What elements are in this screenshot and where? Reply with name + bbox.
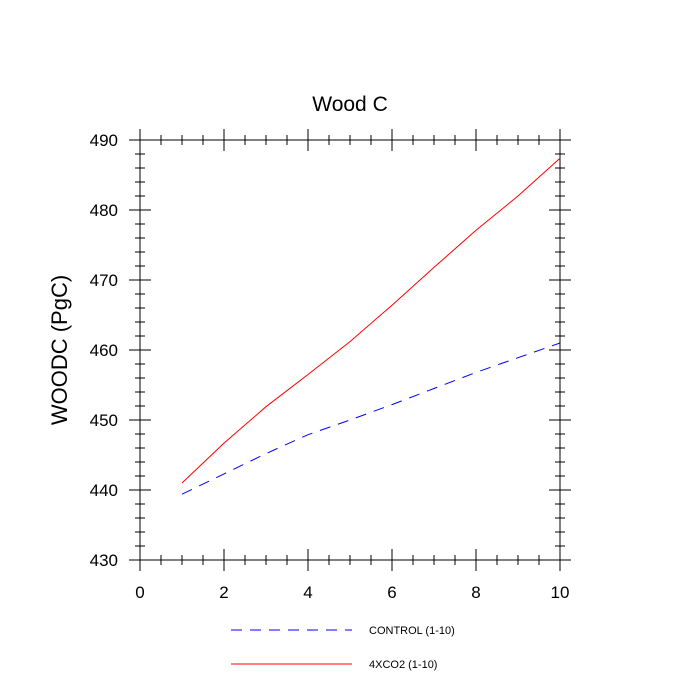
y-tick-label: 450 <box>90 411 118 430</box>
x-tick-label: 10 <box>551 583 570 602</box>
series-lines <box>181 157 561 495</box>
legend: CONTROL (1-10) 4XCO2 (1-10) <box>231 625 455 671</box>
series-line-1 <box>181 342 561 495</box>
x-tick-label: 8 <box>471 583 480 602</box>
x-tick-label: 6 <box>387 583 396 602</box>
legend-label: 4XCO2 (1-10) <box>369 659 437 671</box>
y-tick-label: 480 <box>90 201 118 220</box>
y-tick-label: 430 <box>90 551 118 570</box>
y-tick-label: 440 <box>90 481 118 500</box>
y-tick-label: 490 <box>90 131 118 150</box>
axis-ticks: 0 2 4 6 8 10 430 440 450 460 470 480 490 <box>90 129 571 602</box>
x-tick-label: 0 <box>135 583 144 602</box>
series-line-2 <box>181 157 561 484</box>
y-tick-label: 460 <box>90 341 118 360</box>
plot-area-frame <box>139 139 561 561</box>
chart-title: Wood C <box>312 93 387 116</box>
x-tick-label: 2 <box>219 583 228 602</box>
x-tick-label: 4 <box>303 583 312 602</box>
legend-label: CONTROL (1-10) <box>369 625 455 637</box>
y-axis-label: WOODC (PgC) <box>47 275 72 425</box>
y-tick-label: 470 <box>90 271 118 290</box>
